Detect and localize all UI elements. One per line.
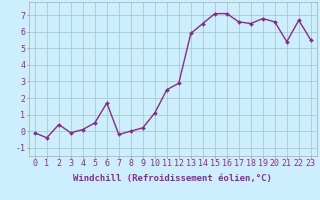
X-axis label: Windchill (Refroidissement éolien,°C): Windchill (Refroidissement éolien,°C) — [73, 174, 272, 183]
